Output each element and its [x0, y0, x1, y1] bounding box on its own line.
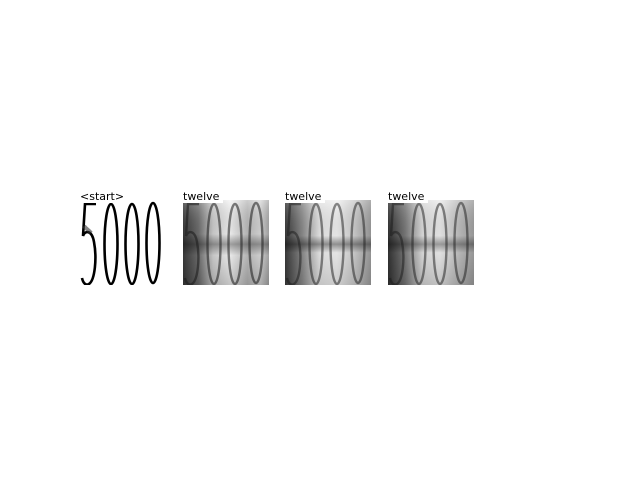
panel-label-start: <start>: [80, 190, 129, 203]
attention-map-figure: [285, 200, 371, 285]
attention-map-1: [183, 200, 269, 285]
attention-map-figure: [388, 200, 474, 285]
attention-map-3: [388, 200, 474, 285]
digits-5000-figure: [80, 200, 166, 285]
input-digit-image: [80, 200, 166, 285]
panel-label-twelve: twelve: [183, 190, 224, 203]
attention-map-figure: [183, 200, 269, 285]
panel-label-twelve: twelve: [388, 190, 429, 203]
attention-map-2: [285, 200, 371, 285]
panel-label-twelve: twelve: [285, 190, 326, 203]
